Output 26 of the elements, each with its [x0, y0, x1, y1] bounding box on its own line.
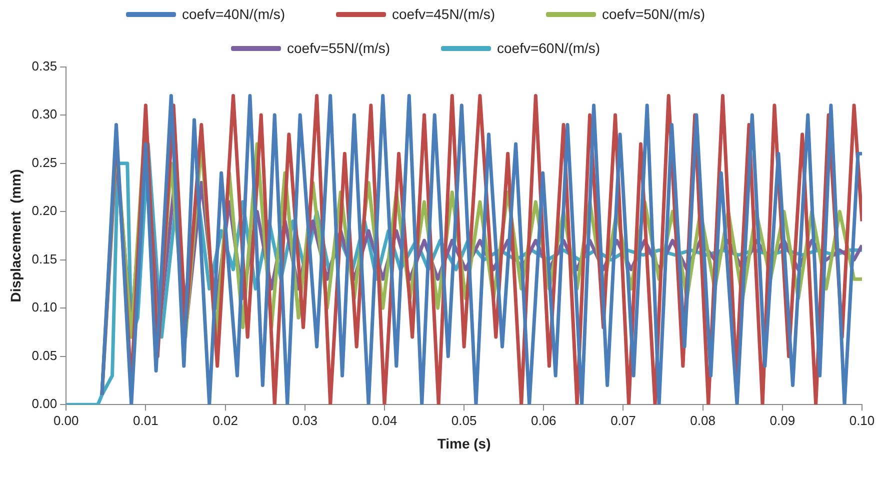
- y-tick-label: 0.25: [32, 154, 58, 170]
- x-tick-label: 0.04: [372, 412, 398, 428]
- y-tick-label: 0.05: [32, 348, 58, 363]
- y-tick-label: 0.15: [32, 251, 58, 266]
- x-tick-label: 0.07: [610, 412, 636, 428]
- x-tick-label: 0.10: [849, 412, 875, 428]
- x-tick-label: 0.06: [530, 412, 556, 428]
- x-tick-label: 0.03: [292, 412, 318, 428]
- legend-label: coefv=60N/(m/s): [497, 40, 600, 56]
- legend-label: coefv=45N/(m/s): [392, 6, 496, 22]
- y-tick-label: 0.35: [32, 58, 58, 74]
- x-tick-label: 0.01: [133, 412, 158, 428]
- x-tick-label: 0.08: [690, 412, 716, 428]
- y-tick-label: 0.00: [32, 396, 58, 412]
- y-tick-label: 0.10: [32, 300, 58, 315]
- x-axis-title: Time (s): [437, 435, 491, 452]
- x-tick-label: 0.00: [53, 412, 79, 428]
- legend-label: coefv=40N/(m/s): [182, 6, 286, 22]
- legend-label: coefv=50N/(m/s): [602, 6, 706, 22]
- x-tick-label: 0.02: [212, 412, 238, 428]
- y-axis-title: Displacement (mm): [7, 169, 24, 302]
- x-tick-label: 0.09: [770, 412, 796, 428]
- y-tick-label: 0.30: [32, 106, 58, 122]
- x-tick-label: 0.05: [451, 412, 477, 428]
- y-tick-label: 0.20: [32, 203, 58, 218]
- legend-label: coefv=55N/(m/s): [287, 40, 390, 56]
